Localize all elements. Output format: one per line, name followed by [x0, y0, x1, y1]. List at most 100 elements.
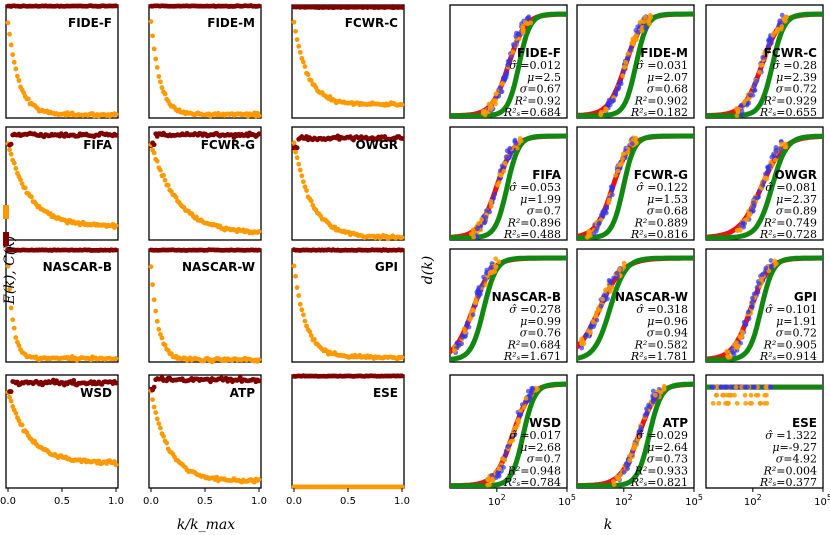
- mu-value: μ=2.39: [776, 71, 817, 84]
- orange-point: [585, 233, 591, 239]
- sigma-hat-value: σ̂ =0.053: [509, 181, 561, 194]
- r2s-value: R²ₛ=0.816: [630, 228, 688, 241]
- orange-point: [631, 441, 637, 447]
- orange-point: [600, 296, 606, 302]
- orange-point: [652, 392, 658, 398]
- orange-point: [493, 256, 499, 262]
- e-point: [7, 31, 12, 37]
- blue-point: [609, 192, 615, 198]
- blue-point: [605, 102, 611, 108]
- blue-point: [650, 398, 656, 403]
- tick-exponent: 2: [757, 493, 762, 502]
- left-panel-atp: ATP 0.0 0.5 1.0: [143, 374, 267, 507]
- orange-point: [620, 156, 625, 162]
- orange-point: [627, 458, 632, 463]
- sigma-value: σ=0.73: [647, 453, 688, 466]
- orange-point: [479, 217, 485, 222]
- sigma-hat-value: σ̂ =0.029: [636, 429, 688, 442]
- blue-point: [767, 163, 773, 169]
- orange-point: [720, 392, 726, 398]
- panel-label: FCWR-C: [345, 16, 398, 30]
- blue-point: [508, 54, 514, 60]
- left-panel-nascar-b: NASCAR-B: [5, 247, 119, 363]
- panel-frame: [576, 374, 695, 489]
- plot-area: [706, 255, 823, 362]
- stat-symbol: R²=: [514, 94, 537, 107]
- blue-point: [637, 428, 642, 434]
- x-tick-label: 0.5: [54, 496, 70, 507]
- e-point: [291, 140, 297, 146]
- orange-point: [735, 108, 741, 114]
- stat-number: 0.89: [793, 205, 818, 218]
- blue-point: [621, 469, 627, 475]
- mu-value: μ=0.96: [647, 315, 688, 328]
- blue-point: [643, 25, 649, 31]
- tick-base: 10: [685, 497, 698, 508]
- stat-symbol: R²=: [634, 464, 657, 477]
- blue-point: [718, 384, 724, 390]
- right-panel-fcwr-c: FCWR-Cσ̂ =0.28μ=2.39σ=0.72R²=0.929R²ₛ=0.…: [705, 4, 824, 119]
- orange-point: [617, 162, 623, 168]
- stat-symbol: σ=: [776, 453, 793, 466]
- stat-number: 1.671: [530, 350, 562, 363]
- e-point: [305, 72, 311, 77]
- sigma-hat-value: σ̂ =0.031: [636, 59, 688, 72]
- blue-point: [464, 320, 470, 326]
- left-panel-owgr: OWGR: [291, 126, 405, 242]
- e-point: [13, 335, 19, 340]
- e-point: [159, 85, 165, 91]
- x-tick-label: 105: [558, 493, 576, 508]
- e-point: [162, 177, 168, 183]
- orange-point: [623, 59, 629, 65]
- left-y-axis-label: E(k), C(k): [2, 236, 18, 306]
- stat-symbol: μ=: [776, 71, 792, 84]
- blue-point: [484, 208, 489, 214]
- stat-symbol: σ̂ =: [636, 181, 656, 194]
- blue-point: [771, 153, 777, 159]
- x-tick-label: 102: [615, 493, 633, 508]
- stat-number: 2.37: [793, 193, 818, 206]
- e-point: [297, 49, 303, 55]
- panel-label: OWGR: [355, 138, 398, 152]
- orange-point: [642, 14, 648, 20]
- blue-point: [483, 215, 489, 220]
- mu-value: μ=1.91: [776, 315, 817, 328]
- orange-point: [611, 479, 616, 484]
- stat-number: 2.5: [544, 71, 562, 84]
- blue-point: [748, 92, 753, 98]
- e-point: [154, 158, 160, 164]
- orange-point: [727, 354, 733, 360]
- r2s-value: R²ₛ=0.914: [759, 350, 817, 363]
- e-point: [153, 308, 159, 314]
- orange-point: [496, 180, 502, 185]
- stat-number: 0.914: [786, 350, 818, 363]
- left-panel-fifa: FIFA: [5, 126, 119, 241]
- blue-point: [512, 42, 518, 48]
- r2-value: R²=0.92: [514, 94, 561, 107]
- stat-symbol: μ=: [776, 315, 792, 328]
- e-point: [291, 19, 297, 25]
- orange-point: [661, 386, 667, 392]
- plot-area: [577, 255, 694, 361]
- panel-label: FIDE-M: [640, 46, 688, 60]
- stat-number: 0.749: [786, 216, 818, 229]
- blue-point: [497, 168, 503, 174]
- blue-point: [489, 472, 495, 478]
- stat-symbol: μ=: [647, 441, 663, 454]
- stat-number: 0.684: [530, 106, 562, 119]
- blue-point: [505, 444, 511, 449]
- c-point: [256, 247, 262, 253]
- orange-point: [462, 329, 468, 335]
- x-tick-label: 1.0: [394, 496, 410, 507]
- e-point: [302, 184, 308, 190]
- orange-point: [510, 437, 516, 443]
- blue-point: [503, 73, 509, 78]
- stat-number: 0.784: [530, 476, 562, 489]
- blue-point: [745, 384, 751, 390]
- e-point: [173, 194, 179, 200]
- e-point: [150, 282, 155, 288]
- orange-point: [502, 161, 508, 166]
- stat-symbol: R²=: [634, 338, 657, 351]
- e-point: [300, 312, 306, 318]
